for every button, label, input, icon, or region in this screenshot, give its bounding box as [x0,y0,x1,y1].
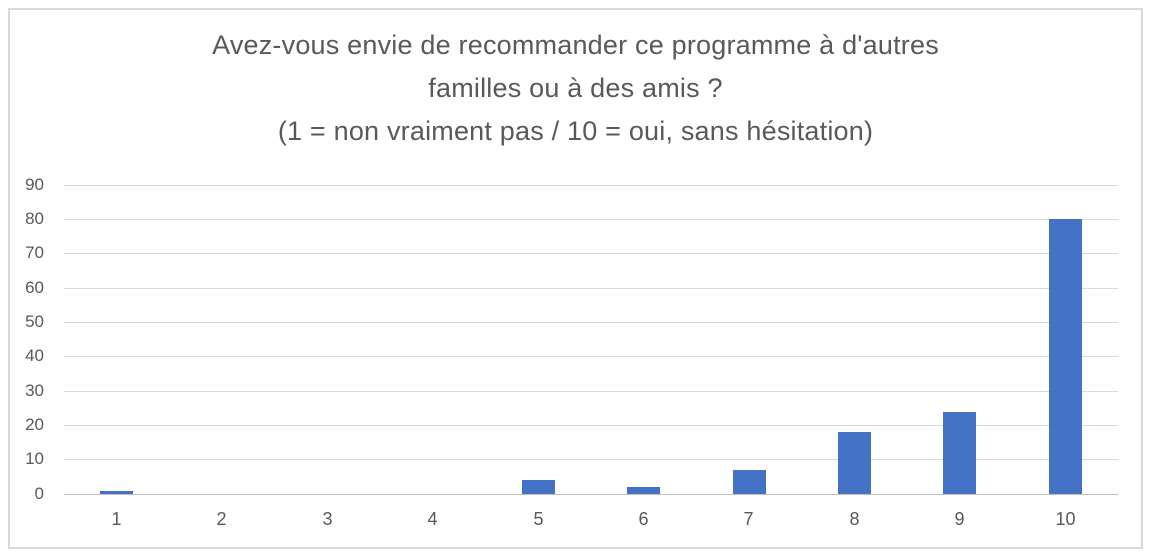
gridline [64,185,1118,186]
y-tick-label: 50 [25,312,44,331]
y-tick-label: 0 [34,484,44,503]
y-tick-label: 30 [25,381,44,400]
gridline [64,253,1118,254]
x-tick-label: 10 [1055,509,1076,529]
y-tick-label: 40 [25,346,44,365]
y-tick-label: 60 [25,278,44,297]
gridline [64,391,1118,392]
chart-title-line-3: (1 = non vraiment pas / 10 = oui, sans h… [277,116,874,146]
x-tick-label: 6 [638,509,649,529]
bar-6 [627,487,660,494]
x-tick-label: 5 [533,509,544,529]
gridline [64,322,1118,323]
bar-7 [733,470,766,494]
y-tick-label: 10 [25,449,44,468]
y-tick-label: 70 [25,243,44,262]
x-tick-label: 9 [954,509,965,529]
chart-title-line-2: familles ou à des amis ? [428,73,723,103]
bar-8 [838,432,871,494]
x-tick-label: 2 [216,509,227,529]
chart-title: Avez-vous envie de recommander ce progra… [0,24,1151,153]
gridline [64,356,1118,357]
x-tick-label: 7 [743,509,754,529]
gridline [64,288,1118,289]
x-tick-label: 3 [322,509,333,529]
x-tick-label: 1 [111,509,122,529]
bar-5 [522,480,555,494]
x-tick-label: 8 [849,509,860,529]
chart-title-line-1: Avez-vous envie de recommander ce progra… [212,30,939,60]
x-tick-label: 4 [427,509,438,529]
gridline [64,425,1118,426]
gridline [64,459,1118,460]
bar-10 [1049,219,1082,494]
y-tick-label: 80 [25,209,44,228]
x-axis-line [64,494,1118,495]
bar-1 [100,491,133,494]
y-tick-label: 90 [25,175,44,194]
y-tick-label: 20 [25,415,44,434]
gridline [64,219,1118,220]
bar-9 [943,412,976,494]
